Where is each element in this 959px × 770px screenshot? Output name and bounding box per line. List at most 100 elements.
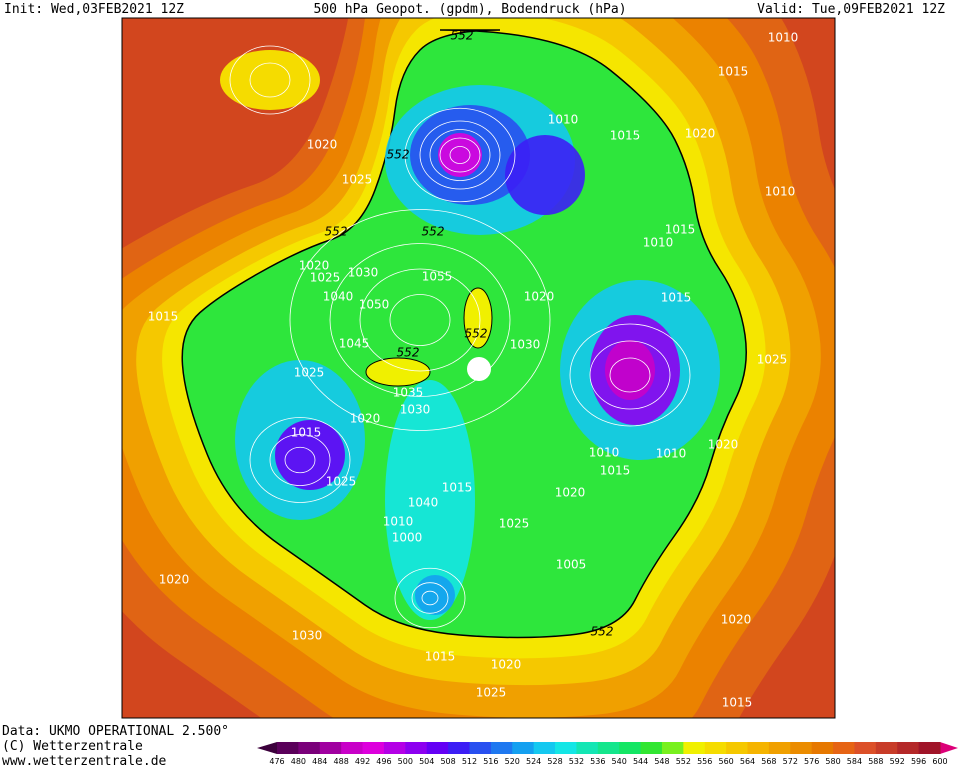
- pressure-label: 1025: [310, 271, 341, 285]
- pressure-label: 1040: [408, 496, 439, 510]
- colorbar-label: 492: [355, 757, 370, 766]
- isobar: [229, 45, 311, 115]
- colorbar-box: [833, 742, 855, 754]
- pressure-label: 1010: [768, 31, 799, 45]
- colorbar-label: 504: [419, 757, 434, 766]
- colorbar-box: [875, 742, 898, 754]
- colorbar-label: 508: [440, 757, 455, 766]
- pressure-label: 1020: [685, 127, 716, 141]
- colorbar-box: [319, 742, 342, 754]
- pressure-label: 1025: [757, 353, 788, 367]
- pressure-label: 1045: [339, 337, 370, 351]
- colorbar-label: 544: [633, 757, 648, 766]
- pressure-label: 1015: [442, 481, 473, 495]
- pressure-label: 1020: [299, 259, 330, 273]
- colorbar-box: [597, 742, 620, 754]
- colorbar-box: [640, 742, 663, 754]
- colorbar-label: 568: [761, 757, 776, 766]
- colorbar-label: 564: [740, 757, 755, 766]
- colorbar-label: 576: [804, 757, 819, 766]
- pressure-label: 1010: [548, 113, 579, 127]
- colorbar-box: [619, 742, 642, 754]
- colorbar-label: 480: [291, 757, 306, 766]
- colorbar-label: 600: [932, 757, 947, 766]
- pressure-label: 1015: [665, 223, 696, 237]
- height-label: 552: [591, 625, 614, 639]
- isobar: [359, 268, 481, 372]
- pressure-label: 1050: [359, 298, 390, 312]
- colorbar-high: [940, 742, 958, 754]
- isobar: [569, 323, 691, 427]
- colorbar-label: 476: [269, 757, 284, 766]
- colorbar-label: 584: [847, 757, 862, 766]
- colorbar-box: [704, 742, 727, 754]
- colorbar-label: 588: [868, 757, 883, 766]
- colorbar-box: [683, 742, 706, 754]
- pressure-label: 1020: [307, 138, 338, 152]
- pressure-label: 1015: [291, 426, 322, 440]
- pressure-label: 1020: [721, 613, 752, 627]
- isobar: [394, 567, 466, 629]
- pressure-label: 1030: [400, 403, 431, 417]
- pressure-label: 1015: [148, 310, 179, 324]
- height-label: 552: [325, 225, 348, 239]
- colorbar-box: [341, 742, 364, 754]
- low-area: [275, 420, 345, 490]
- low-area: [505, 135, 585, 215]
- pressure-label: 1005: [556, 558, 587, 572]
- pressure-label: 1020: [491, 658, 522, 672]
- low-area: [415, 575, 455, 615]
- pressure-label: 1025: [476, 686, 507, 700]
- colorbar-label: 596: [911, 757, 926, 766]
- isobar: [609, 357, 651, 393]
- colorbar-box: [555, 742, 577, 754]
- pressure-label: 1020: [708, 438, 739, 452]
- colorbar-box: [298, 742, 321, 754]
- pole: [467, 357, 491, 381]
- pressure-label: 1030: [510, 338, 541, 352]
- pressure-label: 1035: [393, 386, 424, 400]
- colorbar-box: [277, 742, 299, 754]
- colorbar-box: [533, 742, 556, 754]
- colorbar-label: 496: [376, 757, 391, 766]
- isobar: [249, 417, 351, 503]
- colorbar-label: 516: [483, 757, 498, 766]
- colorbar-label: 484: [312, 757, 327, 766]
- map: 1010 1015 552 1010 1015 1020 1020 552 1025 1010 55…: [122, 18, 835, 718]
- height-label: 552: [451, 29, 474, 43]
- colorbar-label: 512: [462, 757, 477, 766]
- map-frame: [121, 17, 836, 719]
- colorbar-box: [512, 742, 535, 754]
- pressure-label: 1010: [383, 515, 414, 529]
- colorbar-box: [490, 742, 513, 754]
- pressure-label: 1020: [524, 290, 555, 304]
- colorbar-box: [747, 742, 770, 754]
- pressure-label: 1030: [292, 629, 323, 643]
- colorbar: 476 480 484 488 492 496 500 504 508 512 516 520 524 5…: [257, 742, 958, 766]
- pressure-label: 1015: [610, 129, 641, 143]
- colorbar-box: [576, 742, 599, 754]
- pressure-label: 1030: [348, 266, 379, 280]
- colorbar-box: [362, 742, 385, 754]
- colorbar-box: [768, 742, 791, 754]
- isobar: [329, 243, 511, 397]
- height-label: 552: [397, 346, 420, 360]
- pressure-label: 1015: [600, 464, 631, 478]
- pressure-label: 1040: [323, 290, 354, 304]
- colorbar-box: [426, 742, 449, 754]
- colorbar-box: [661, 742, 684, 754]
- height-label: 552: [387, 148, 410, 162]
- data-source: Data: UKMO OPERATIONAL 2.500°: [2, 724, 229, 739]
- colorbar-label: 560: [718, 757, 733, 766]
- low-area: [438, 133, 482, 177]
- colorbar-label: 532: [569, 757, 584, 766]
- colorbar-label: 500: [398, 757, 413, 766]
- isobar: [404, 107, 516, 203]
- colorbar-label: 548: [654, 757, 669, 766]
- height-label: 552: [465, 327, 488, 341]
- high-spot: [365, 357, 431, 387]
- colorbar-label: 520: [505, 757, 520, 766]
- high-spot: [463, 287, 493, 349]
- colorbar-low: [257, 742, 277, 754]
- pressure-label: 1025: [499, 517, 530, 531]
